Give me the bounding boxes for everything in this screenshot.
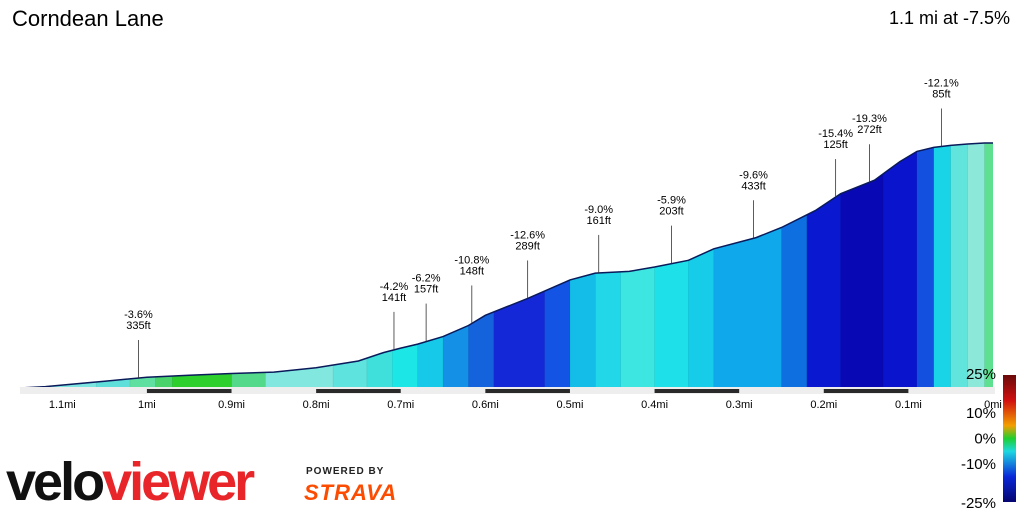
x-tick-label: 0.7mi — [387, 399, 414, 411]
x-tick-label: 0.4mi — [641, 399, 668, 411]
grade-segment — [984, 143, 993, 388]
grade-segment — [265, 143, 334, 388]
distance-scale-bar — [485, 389, 570, 393]
grade-segment — [806, 143, 842, 388]
distance-scale-bar — [316, 389, 401, 393]
annotation-length: 141ft — [382, 292, 406, 304]
annotation-length: 157ft — [414, 284, 438, 296]
annotation-length: 148ft — [460, 265, 484, 277]
annotation-length: 272ft — [857, 124, 881, 136]
distance-scale-bar — [823, 389, 909, 393]
annotation-length: 125ft — [823, 139, 847, 151]
grade-segment — [417, 143, 444, 388]
annotation-grade: -5.9% — [657, 195, 686, 207]
grade-segment — [569, 143, 597, 388]
annotation-grade: -12.6% — [510, 229, 545, 241]
grade-segment — [155, 143, 174, 388]
x-tick-label: 0mi — [984, 399, 1002, 411]
annotation-grade: -3.6% — [124, 309, 153, 321]
legend-label: 25% — [966, 366, 996, 383]
annotation-length: 289ft — [515, 240, 539, 252]
grade-segment — [933, 143, 952, 388]
grade-segment — [129, 143, 157, 388]
x-tick-label: 0.6mi — [472, 399, 499, 411]
legend-label: 0% — [974, 431, 996, 448]
x-tick-label: 0.3mi — [726, 399, 753, 411]
annotation-grade: -9.0% — [584, 204, 613, 216]
grade-segment — [45, 143, 97, 388]
x-tick-label: 1mi — [138, 399, 156, 411]
gradient-legend-bar — [1003, 375, 1016, 502]
annotation-grade: -12.1% — [924, 77, 959, 89]
grade-segment — [95, 143, 131, 388]
annotation-grade: -10.8% — [454, 254, 489, 266]
grade-segment — [366, 143, 394, 388]
annotation-length: 85ft — [932, 88, 950, 100]
grade-segment — [882, 143, 918, 388]
grade-segment — [172, 143, 233, 388]
x-tick-label: 0.5mi — [557, 399, 584, 411]
grade-segment — [20, 143, 47, 388]
annotation-grade: -9.6% — [739, 169, 768, 181]
legend-label: -10% — [961, 456, 996, 473]
annotation-length: 335ft — [126, 320, 150, 332]
x-tick-label: 1.1mi — [49, 399, 76, 411]
annotation-grade: -19.3% — [852, 113, 887, 125]
grade-segment — [595, 143, 622, 388]
profile-outline — [19, 142, 993, 389]
annotation-length: 161ft — [586, 215, 610, 227]
grade-segment — [620, 143, 656, 388]
grade-segment — [332, 143, 368, 388]
distance-scale-bar — [146, 389, 232, 393]
veloviewer-logo: veloviewer — [6, 452, 255, 512]
grade-segment — [781, 143, 808, 388]
x-tick-label: 0.2mi — [810, 399, 837, 411]
x-tick-label: 0.1mi — [895, 399, 922, 411]
grade-segment — [544, 143, 571, 388]
annotation-length: 203ft — [659, 206, 683, 218]
strava-logo: STRAVA — [304, 480, 398, 505]
x-tick-label: 0.8mi — [303, 399, 330, 411]
grade-segment — [967, 143, 986, 388]
annotation-grade: -6.2% — [412, 273, 441, 285]
grade-segment — [840, 143, 884, 388]
grade-segment — [231, 143, 267, 388]
grade-segment — [916, 143, 935, 388]
grade-segment — [493, 143, 546, 388]
distance-scale-bar — [654, 389, 740, 393]
grade-segment — [688, 143, 715, 388]
annotation-grade: -15.4% — [818, 128, 853, 140]
segment-summary: 1.1 mi at -7.5% — [888, 8, 1010, 28]
powered-by-label: POWERED BY — [306, 466, 385, 477]
annotation-grade: -4.2% — [380, 281, 409, 293]
x-tick-label: 0.9mi — [218, 399, 245, 411]
annotation-length: 433ft — [741, 180, 765, 192]
segment-title: Corndean Lane — [12, 6, 164, 31]
grade-segment — [950, 143, 969, 388]
legend-label: -25% — [961, 495, 996, 512]
legend-label: 10% — [966, 405, 996, 422]
